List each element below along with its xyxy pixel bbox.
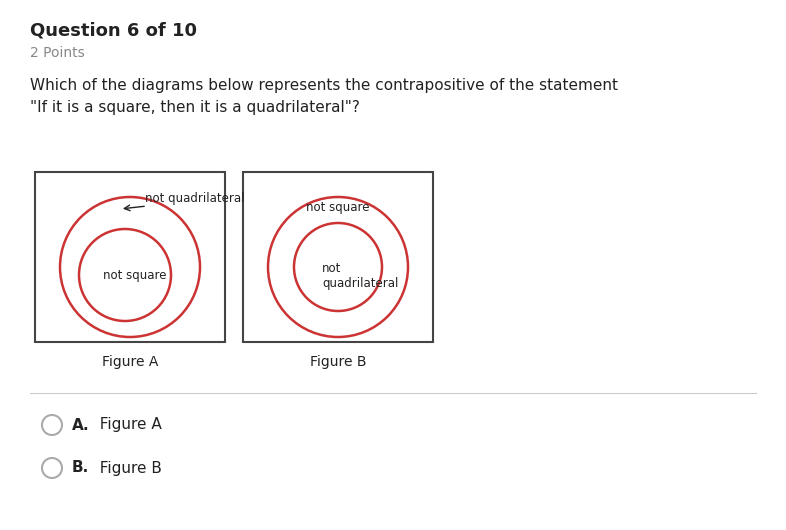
Text: Figure B: Figure B <box>90 461 162 475</box>
Bar <box>35 172 225 342</box>
Text: Figure A: Figure A <box>90 418 162 432</box>
Text: not square: not square <box>103 269 167 281</box>
Text: "If it is a square, then it is a quadrilateral"?: "If it is a square, then it is a quadril… <box>30 100 360 115</box>
Text: Figure B: Figure B <box>310 355 366 369</box>
Text: not quadrilateral: not quadrilateral <box>145 192 244 205</box>
Text: Which of the diagrams below represents the contrapositive of the statement: Which of the diagrams below represents t… <box>30 78 618 93</box>
Bar <box>243 172 433 342</box>
Text: 2 Points: 2 Points <box>30 46 85 60</box>
Text: not
quadrilateral: not quadrilateral <box>322 262 399 290</box>
Text: not square: not square <box>307 201 369 215</box>
Text: A.: A. <box>72 418 90 432</box>
Text: B.: B. <box>72 461 90 475</box>
Text: Figure A: Figure A <box>102 355 158 369</box>
Text: Question 6 of 10: Question 6 of 10 <box>30 22 197 40</box>
